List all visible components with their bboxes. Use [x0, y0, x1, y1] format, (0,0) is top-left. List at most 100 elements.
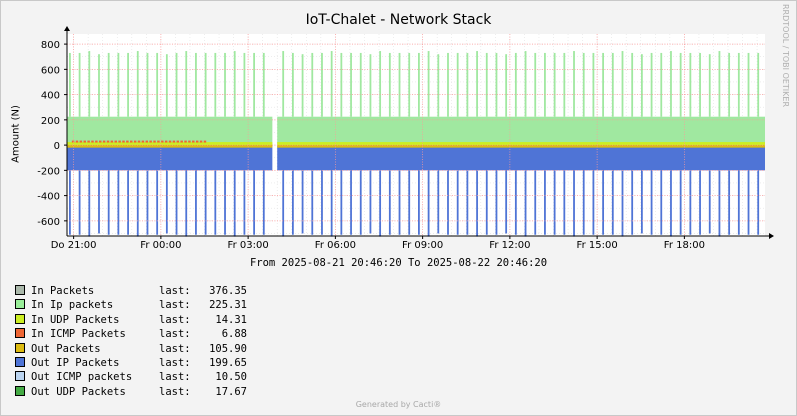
legend-last-value: 14.31	[215, 313, 247, 326]
in-ip-spike	[195, 52, 197, 117]
in-ip-spike	[660, 52, 663, 117]
in-ip-spike	[224, 52, 226, 117]
in-udp-packets-area	[67, 142, 273, 146]
out-ip-packets-area	[277, 145, 765, 171]
legend-swatch	[15, 328, 25, 339]
in-ip-spike	[340, 52, 343, 117]
legend-last-value: 225.31	[209, 299, 247, 312]
out-ip-spike	[456, 170, 459, 235]
in-icmp-fleck	[122, 140, 125, 143]
out-ip-spike	[611, 170, 614, 235]
out-ip-spike	[156, 170, 159, 235]
out-ip-spike	[88, 170, 91, 237]
in-ip-spike	[553, 52, 556, 117]
in-ip-spike	[321, 52, 323, 117]
in-ip-spike	[582, 52, 585, 117]
in-ip-spike	[737, 52, 740, 117]
in-ip-spike	[214, 52, 217, 117]
out-ip-spike	[660, 170, 663, 235]
out-ip-spike	[621, 170, 624, 237]
legend-series-name: In ICMP Packets	[31, 328, 126, 341]
in-ip-spike	[156, 52, 159, 117]
in-icmp-fleck	[157, 140, 160, 143]
in-ip-spike	[447, 52, 449, 117]
in-ip-spike	[611, 52, 614, 117]
legend-last-value: 6.88	[221, 328, 247, 341]
in-ip-spike	[262, 52, 265, 117]
out-ip-spike	[495, 170, 498, 235]
in-icmp-fleck	[141, 140, 145, 143]
in-ip-spike	[650, 52, 653, 117]
in-icmp-fleck	[106, 140, 110, 143]
in-ip-spike	[602, 52, 605, 117]
out-ip-spike	[165, 170, 168, 234]
in-udp-packets-area	[277, 142, 765, 146]
in-ip-spike	[757, 52, 760, 117]
legend-series-name: In Packets	[31, 285, 95, 297]
out-ip-spike	[708, 170, 711, 234]
in-icmp-fleck	[75, 140, 79, 143]
y-tick-label: -200	[37, 166, 60, 177]
in-ip-spike	[466, 52, 469, 117]
legend-swatch	[15, 313, 25, 324]
y-tick-label: -600	[37, 217, 60, 228]
in-icmp-fleck	[91, 140, 94, 143]
y-tick-label: 200	[41, 116, 60, 127]
out-ip-spike	[757, 170, 760, 235]
in-icmp-fleck	[98, 140, 102, 143]
x-tick-label: Fr 12:00	[489, 240, 530, 251]
legend-entry: Out ICMP packets last: 10.50	[15, 370, 247, 384]
in-ip-spike	[359, 52, 362, 117]
in-ip-spike	[204, 52, 207, 117]
y-tick-label: -400	[37, 192, 60, 203]
in-ip-spike	[253, 52, 256, 117]
out-ip-spike	[204, 170, 207, 235]
in-ip-spike	[708, 54, 711, 117]
in-ip-spike	[69, 52, 71, 117]
in-ip-spike	[476, 51, 478, 117]
in-ip-spike	[185, 51, 188, 117]
in-icmp-fleck	[161, 140, 164, 143]
in-ip-spike	[243, 52, 246, 117]
out-ip-spike	[544, 170, 546, 235]
in-ip-spike	[408, 52, 411, 117]
legend-series-name: In Ip packets	[31, 299, 114, 312]
out-ip-spike	[640, 170, 643, 234]
in-ip-spike	[534, 52, 537, 117]
out-ip-spike	[670, 170, 672, 237]
out-ip-spike	[553, 170, 556, 235]
legend-last-value: 199.65	[209, 356, 247, 369]
legend-last-label: last:	[159, 342, 191, 355]
x-tick-label: Fr 18:00	[664, 240, 705, 251]
in-icmp-fleck	[203, 140, 207, 143]
out-ip-spike	[747, 170, 750, 235]
in-icmp-fleck	[114, 140, 118, 143]
out-ip-spike	[408, 170, 411, 235]
out-ip-spike	[175, 170, 178, 235]
in-icmp-fleck	[172, 140, 176, 143]
out-ip-spike	[427, 170, 430, 237]
x-tick-label: Fr 03:00	[228, 240, 269, 251]
y-axis-arrow	[64, 26, 70, 31]
legend-swatch	[15, 342, 25, 353]
out-ip-spike	[437, 170, 440, 234]
out-ip-spike	[699, 170, 701, 235]
in-icmp-fleck	[126, 140, 129, 143]
x-tick-label: Fr 09:00	[402, 240, 443, 251]
out-ip-spike	[505, 170, 508, 234]
out-ip-spike	[388, 170, 391, 235]
in-icmp-fleck	[133, 140, 137, 143]
legend-entry: Out IP Packets last: 199.65	[15, 356, 247, 370]
in-ip-spike	[98, 54, 100, 117]
out-ip-spike	[514, 170, 517, 235]
grid-layer	[67, 34, 765, 236]
in-icmp-fleck	[153, 140, 156, 143]
in-ip-spike	[117, 52, 120, 117]
in-icmp-fleck	[87, 140, 90, 143]
out-ip-spike	[311, 170, 314, 235]
in-ip-spike	[524, 51, 527, 117]
in-ip-spike	[544, 52, 546, 117]
in-icmp-fleck	[79, 140, 83, 143]
out-ip-spike	[262, 170, 265, 235]
in-ip-spike	[379, 51, 382, 117]
